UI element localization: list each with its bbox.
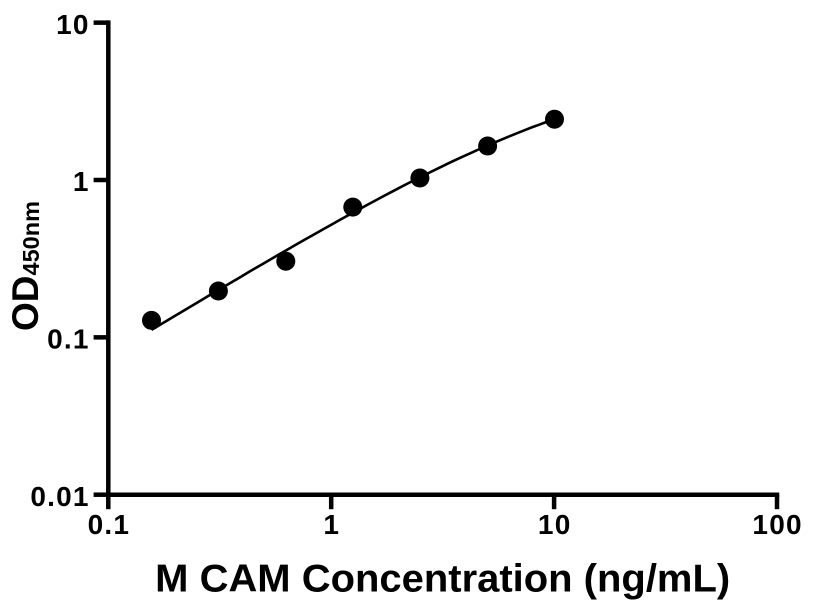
svg-text:1: 1 [323, 509, 340, 540]
svg-text:OD450nm: OD450nm [5, 201, 46, 331]
svg-text:0.1: 0.1 [47, 324, 90, 355]
svg-text:1: 1 [73, 166, 90, 197]
svg-text:0.1: 0.1 [88, 509, 131, 540]
svg-text:10: 10 [538, 509, 572, 540]
svg-text:0.01: 0.01 [30, 481, 89, 512]
svg-text:M CAM Concentration (ng/mL): M CAM Concentration (ng/mL) [155, 558, 730, 601]
svg-text:100: 100 [752, 509, 802, 540]
svg-text:10: 10 [56, 9, 90, 40]
